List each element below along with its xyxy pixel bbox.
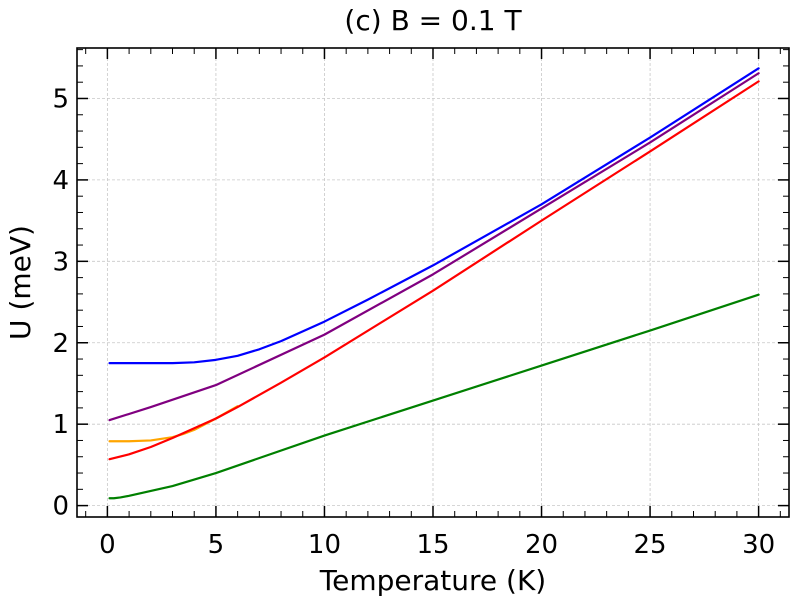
x-tick-label: 30: [742, 530, 775, 560]
series-line-1: [108, 72, 760, 422]
y-tick-label: 1: [52, 410, 69, 440]
tick-marks: [77, 48, 789, 517]
series-line-4: [108, 293, 760, 500]
y-tick-label: 4: [52, 166, 69, 196]
x-tick-label: 25: [634, 530, 667, 560]
grid-lines: [77, 48, 789, 517]
x-tick-label: 10: [308, 530, 341, 560]
y-tick-label: 3: [52, 247, 69, 277]
y-tick-label: 5: [52, 84, 69, 114]
chart-title: (c) B = 0.1 T: [344, 4, 522, 37]
x-axis-label: Temperature (K): [319, 564, 546, 597]
series-group: [108, 67, 760, 500]
x-tick-label: 5: [208, 530, 225, 560]
series-line-2: [108, 405, 239, 443]
series-line-3: [108, 80, 760, 461]
y-tick-label: 0: [52, 492, 69, 522]
y-axis-label: U (meV): [4, 225, 37, 340]
y-tick-label: 2: [52, 329, 69, 359]
tick-labels: 0 5 10 15 20 25 30 0 1 2 3 4 5: [52, 84, 775, 560]
series-line-0: [108, 67, 760, 365]
x-tick-label: 0: [99, 530, 116, 560]
x-tick-label: 15: [416, 530, 449, 560]
x-tick-label: 20: [525, 530, 558, 560]
